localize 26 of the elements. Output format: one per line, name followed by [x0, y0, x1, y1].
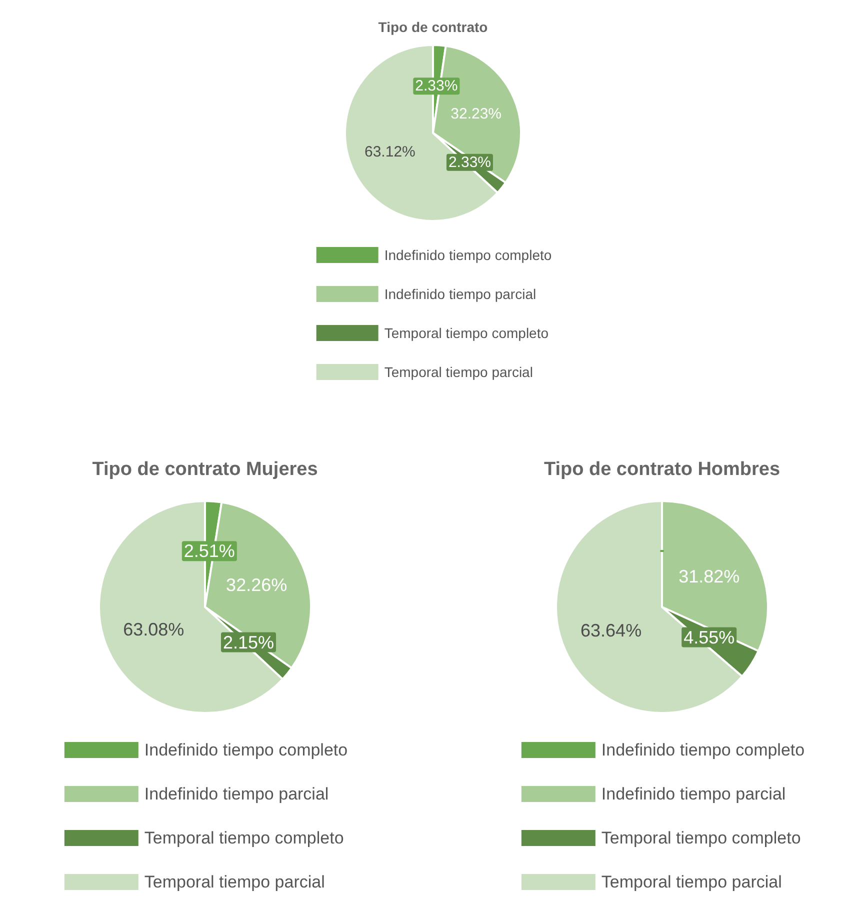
data-label: 31.82%	[678, 566, 740, 587]
legend-label: Indefinido tiempo parcial	[144, 784, 329, 804]
data-label: 63.12%	[364, 143, 416, 160]
legend-label: Temporal tiempo completo	[601, 828, 801, 848]
chart-title: Tipo de contrato Mujeres	[92, 459, 318, 480]
legend-label: Indefinido tiempo completo	[601, 740, 805, 760]
chart-title: Tipo de contrato	[378, 19, 488, 35]
chart-title: Tipo de contrato Hombres	[544, 459, 780, 480]
legend-label: Temporal tiempo parcial	[144, 872, 325, 892]
data-label: 32.23%	[450, 106, 502, 123]
legend-label: Indefinido tiempo parcial	[601, 784, 786, 804]
data-label: 2.15%	[222, 632, 274, 652]
legend-label: Indefinido tiempo completo	[144, 740, 348, 760]
data-label: 2.33%	[448, 154, 492, 171]
data-label: 63.64%	[580, 620, 642, 640]
data-label: 2.33%	[415, 78, 458, 95]
legend-label: Temporal tiempo completo	[144, 828, 344, 848]
data-label: 32.26%	[226, 575, 288, 596]
legend-label: Temporal tiempo completo	[384, 325, 549, 341]
data-label: 63.08%	[123, 619, 184, 640]
data-label: 2.51%	[184, 541, 235, 562]
legend-label: Temporal tiempo parcial	[384, 364, 533, 380]
legend-label: Temporal tiempo parcial	[601, 872, 782, 892]
data-label: 4.55%	[684, 627, 735, 648]
legend-label: Indefinido tiempo parcial	[384, 286, 536, 302]
legend-label: Indefinido tiempo completo	[384, 247, 552, 263]
